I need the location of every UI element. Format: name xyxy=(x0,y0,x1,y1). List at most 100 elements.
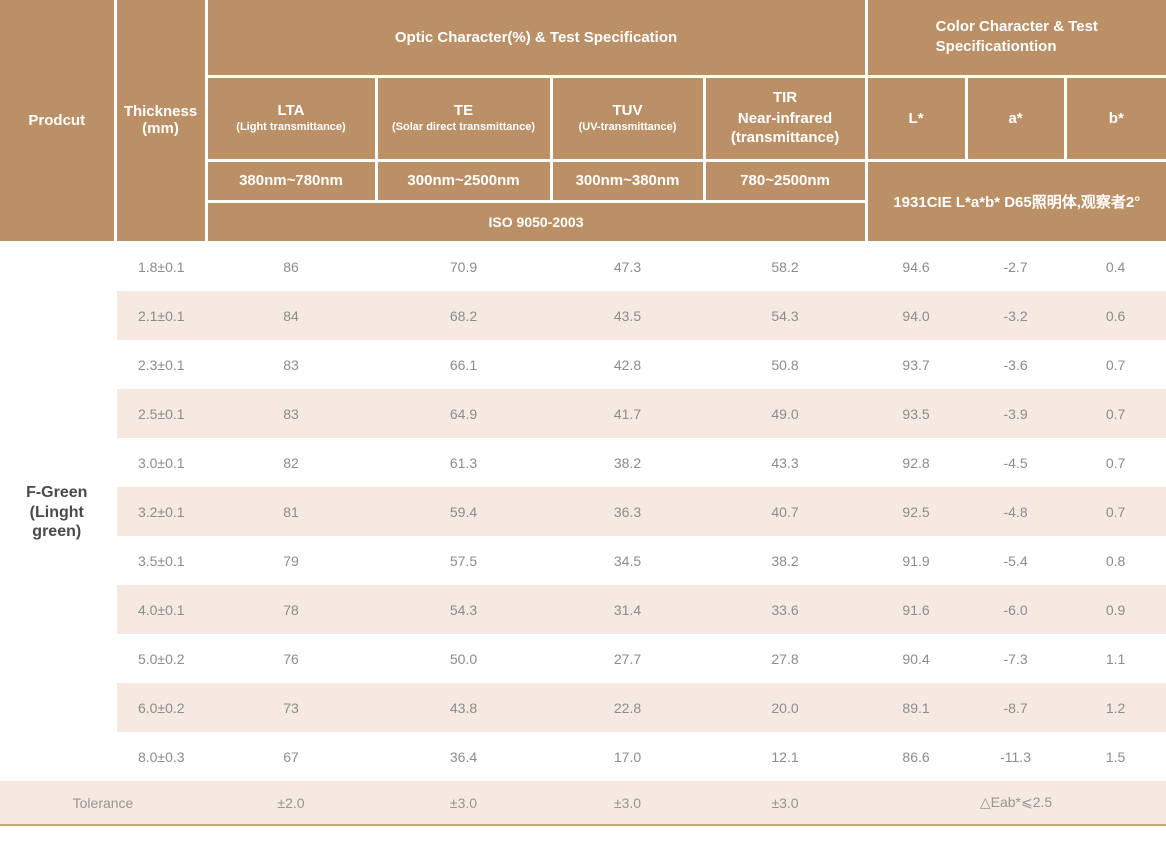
tir-abbr: TIR xyxy=(772,89,798,107)
cell-thickness: 2.1±0.1 xyxy=(115,291,206,340)
cell-a: -3.6 xyxy=(1003,356,1028,373)
cell-thickness: 8.0±0.3 xyxy=(137,748,185,765)
cell-te: 61.3 xyxy=(449,454,478,471)
column-header-product: Prodcut xyxy=(0,0,117,244)
table-row: 4.0±0.1 78 54.3 31.4 33.6 91.6 -6.0 0.9 xyxy=(0,585,1166,634)
cell-tuv: 17.0 xyxy=(613,748,642,765)
table-row: 5.0±0.2 76 50.0 27.7 27.8 90.4 -7.3 1.1 xyxy=(0,634,1166,683)
cell-tir: 33.6 xyxy=(704,585,867,634)
cell-tuv: 38.2 xyxy=(613,454,642,471)
cell-b: 1.2 xyxy=(1065,683,1166,732)
te-desc: (Solar direct transmittance) xyxy=(391,121,536,134)
column-header-thickness: Thickness (mm) xyxy=(113,0,208,244)
cell-tir: 38.2 xyxy=(771,552,799,569)
tolerance-row: Tolerance ±2.0 ±3.0 ±3.0 ±3.0 △Eab*⩽2.5 xyxy=(0,781,1166,826)
table-row: 3.2±0.1 81 59.4 36.3 40.7 92.5 -4.8 0.7 xyxy=(0,487,1166,536)
table-row: 2.1±0.1 84 68.2 43.5 54.3 94.0 -3.2 0.6 xyxy=(0,291,1166,340)
cell-tir: 43.3 xyxy=(771,454,799,471)
cell-l: 93.5 xyxy=(866,389,967,438)
cell-lta: 78 xyxy=(206,585,376,634)
cie-standard-label: 1931CIE L*a*b* D65照明体,观察者2° xyxy=(864,158,1166,244)
cell-a: -11.3 xyxy=(1000,748,1031,765)
cell-lta: 79 xyxy=(283,552,299,569)
group-header-color: Color Character & Test Specificationtion xyxy=(864,0,1166,78)
product-name: F-Green (Linght green) xyxy=(0,242,117,781)
cell-a: -4.5 xyxy=(1003,454,1028,471)
column-header-l-star: L* xyxy=(864,74,968,162)
column-header-te: TE (Solar direct transmittance) xyxy=(374,74,553,162)
cell-tuv: 22.8 xyxy=(551,683,704,732)
cell-l: 91.9 xyxy=(902,552,930,569)
tolerance-color: △Eab*⩽2.5 xyxy=(866,781,1166,826)
cell-tuv: 47.3 xyxy=(613,259,642,276)
cell-b: 1.5 xyxy=(1105,748,1126,765)
header-row-groups: Prodcut Thickness (mm) Optic Character(%… xyxy=(0,0,1166,244)
cell-te: 54.3 xyxy=(376,585,551,634)
cell-lta: 83 xyxy=(206,389,376,438)
cell-thickness: 2.3±0.1 xyxy=(137,356,185,373)
cell-lta: 84 xyxy=(206,291,376,340)
lta-abbr: LTA xyxy=(277,102,305,119)
cell-lta: 86 xyxy=(283,259,299,276)
tolerance-tuv: ±3.0 xyxy=(551,781,704,826)
cell-te: 59.4 xyxy=(376,487,551,536)
cell-lta: 67 xyxy=(283,748,299,765)
table-row: 6.0±0.2 73 43.8 22.8 20.0 89.1 -8.7 1.2 xyxy=(0,683,1166,732)
cell-l: 90.4 xyxy=(902,650,930,667)
group-header-optic: Optic Character(%) & Test Specification xyxy=(204,0,868,78)
cell-a: -4.8 xyxy=(966,487,1066,536)
cell-a: -6.0 xyxy=(966,585,1066,634)
cell-tir: 54.3 xyxy=(704,291,867,340)
cell-l: 92.5 xyxy=(866,487,967,536)
cell-b: 0.6 xyxy=(1065,291,1166,340)
cell-l: 94.6 xyxy=(902,259,930,276)
cell-l: 89.1 xyxy=(866,683,967,732)
cell-tir: 50.8 xyxy=(771,356,799,373)
cell-b: 0.7 xyxy=(1105,454,1126,471)
column-header-tir: TIR Near-infrared (transmittance) xyxy=(702,74,868,162)
tuv-abbr: TUV xyxy=(612,102,643,119)
cell-thickness: 3.0±0.1 xyxy=(137,454,185,471)
tolerance-tir: ±3.0 xyxy=(704,781,867,826)
te-abbr: TE xyxy=(453,102,474,119)
cell-tuv: 42.8 xyxy=(613,356,642,373)
table-row: 8.0±0.3 67 36.4 17.0 12.1 86.6 -11.3 1.5 xyxy=(0,732,1166,781)
cell-tir: 12.1 xyxy=(771,748,799,765)
tolerance-label: Tolerance xyxy=(0,781,206,826)
header-row-ranges: 380nm~780nm 300nm~2500nm 300nm~380nm 780… xyxy=(0,158,1166,244)
cell-te: 43.8 xyxy=(376,683,551,732)
cell-thickness: 6.0±0.2 xyxy=(115,683,206,732)
cell-b: 0.9 xyxy=(1065,585,1166,634)
cell-l: 92.8 xyxy=(902,454,930,471)
table-row: 2.5±0.1 83 64.9 41.7 49.0 93.5 -3.9 0.7 xyxy=(0,389,1166,438)
cell-tir: 27.8 xyxy=(771,650,799,667)
cell-lta: 73 xyxy=(206,683,376,732)
cell-b: 0.4 xyxy=(1105,259,1126,276)
cell-tir: 20.0 xyxy=(704,683,867,732)
cell-b: 0.7 xyxy=(1065,487,1166,536)
range-te: 300nm~2500nm xyxy=(374,158,553,203)
cell-thickness: 5.0±0.2 xyxy=(137,650,185,667)
table-header: Prodcut Thickness (mm) Optic Character(%… xyxy=(0,0,1166,244)
cell-tuv: 36.3 xyxy=(551,487,704,536)
table-body: F-Green (Linght green) 1.8±0.1 86 70.9 47.3 5… xyxy=(0,242,1166,781)
cell-a: -3.2 xyxy=(966,291,1066,340)
cell-thickness: 3.2±0.1 xyxy=(115,487,206,536)
range-lta: 380nm~780nm xyxy=(204,158,378,203)
cell-tir: 49.0 xyxy=(704,389,867,438)
cell-l: 86.6 xyxy=(902,748,930,765)
cell-thickness: 1.8±0.1 xyxy=(137,259,185,276)
cell-tuv: 31.4 xyxy=(551,585,704,634)
cell-te: 68.2 xyxy=(376,291,551,340)
cell-a: -2.7 xyxy=(1003,259,1028,276)
cell-tuv: 27.7 xyxy=(613,650,642,667)
table-row: 3.0±0.1 82 61.3 38.2 43.3 92.8 -4.5 0.7 xyxy=(0,438,1166,487)
cell-a: -7.3 xyxy=(1003,650,1028,667)
cell-tir: 58.2 xyxy=(771,259,799,276)
cell-a: -5.4 xyxy=(1003,552,1028,569)
table-footer: Tolerance ±2.0 ±3.0 ±3.0 ±3.0 △Eab*⩽2.5 xyxy=(0,781,1166,826)
cell-tuv: 41.7 xyxy=(551,389,704,438)
column-header-tuv: TUV (UV-transmittance) xyxy=(549,74,706,162)
group-header-color-label: Color Character & Test Specificationtion xyxy=(935,18,1098,56)
range-tir: 780~2500nm xyxy=(702,158,868,203)
